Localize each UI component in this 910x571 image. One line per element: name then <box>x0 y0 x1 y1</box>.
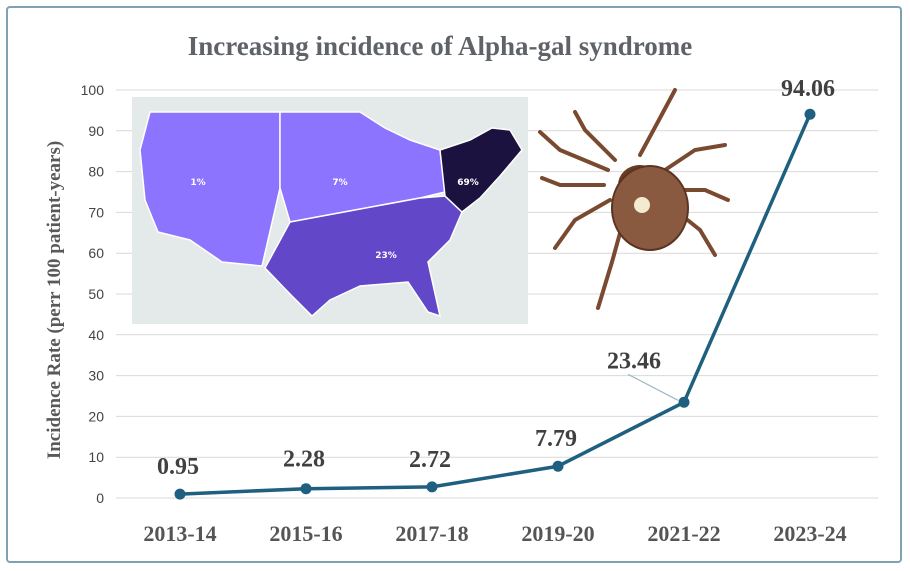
data-point <box>552 460 564 472</box>
data-points <box>174 108 816 500</box>
data-label: 7.79 <box>535 426 577 452</box>
y-tick-labels: 0 10 20 30 40 50 60 70 80 90 100 <box>81 82 105 506</box>
series-line <box>179 113 812 496</box>
x-tick-label: 2023-24 <box>773 521 846 546</box>
y-tick-label: 40 <box>88 327 104 343</box>
tick-body <box>611 165 689 251</box>
map-label-midwest: 7% <box>332 178 347 188</box>
y-tick-label: 100 <box>81 82 105 98</box>
data-point <box>678 396 690 408</box>
y-tick-label: 60 <box>88 245 104 261</box>
data-label: 23.46 <box>607 348 661 374</box>
map-label-west: 1% <box>190 178 205 188</box>
series-line-path <box>179 113 812 496</box>
y-tick-label: 0 <box>96 490 104 506</box>
map-region-northeast <box>439 127 523 213</box>
data-label: 2.72 <box>409 447 451 473</box>
x-tick-labels: 2013-14 2015-16 2017-18 2019-20 2021-22 2023-… <box>143 521 846 546</box>
data-point <box>804 108 816 120</box>
x-tick-label: 2021-22 <box>647 521 720 546</box>
map-label-northeast: 69% <box>457 178 479 188</box>
data-label: 2.28 <box>283 447 325 473</box>
chart-title: Increasing incidence of Alpha-gal syndro… <box>188 31 693 61</box>
y-tick-label: 80 <box>88 164 104 180</box>
y-axis-label: Incidence Rate (perr 100 patient-years) <box>44 141 65 459</box>
x-tick-label: 2015-16 <box>269 521 342 546</box>
data-point <box>426 481 438 493</box>
data-label: 94.06 <box>781 76 835 102</box>
y-tick-label: 10 <box>88 449 104 465</box>
map-label-south: 23% <box>375 251 397 261</box>
y-tick-label: 30 <box>88 368 104 384</box>
y-tick-label: 70 <box>88 204 104 220</box>
us-region-map: 1% 7% 23% 69% <box>132 97 528 324</box>
x-tick-label: 2017-18 <box>395 521 468 546</box>
data-labels: 0.95 2.28 2.72 7.79 23.46 94.06 <box>157 76 835 480</box>
data-label: 0.95 <box>157 454 199 480</box>
x-tick-label: 2019-20 <box>521 521 594 546</box>
tick-spot <box>634 197 650 213</box>
y-tick-label: 50 <box>88 286 104 302</box>
y-tick-label: 20 <box>88 408 104 424</box>
x-tick-label: 2013-14 <box>143 521 216 546</box>
leader-line <box>627 373 679 401</box>
data-point <box>174 488 186 500</box>
tick-image <box>538 88 730 310</box>
data-point <box>300 483 312 495</box>
data-label-leader-line <box>627 373 679 401</box>
y-tick-label: 90 <box>88 123 104 139</box>
